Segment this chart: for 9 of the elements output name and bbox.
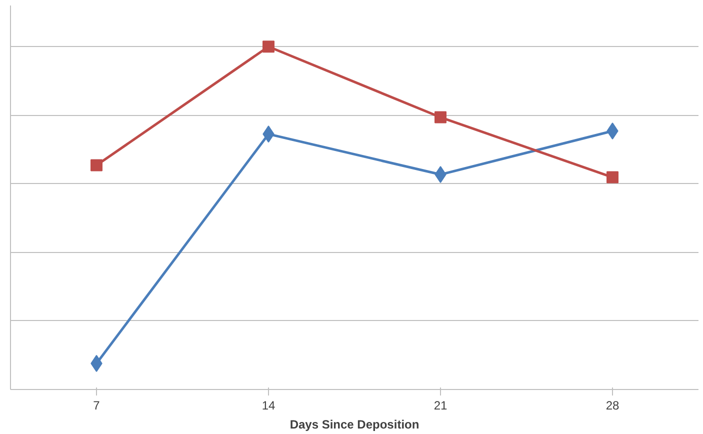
point [606,171,618,184]
x-tick-label: 28 [606,398,620,412]
x-axis-title: Days Since Deposition [290,418,420,432]
x-tick-label: 21 [434,398,448,412]
point [262,40,274,53]
x-tick-label: 14 [262,398,276,412]
point [434,111,446,124]
point [90,159,102,172]
x-tick-label: 7 [93,398,100,412]
